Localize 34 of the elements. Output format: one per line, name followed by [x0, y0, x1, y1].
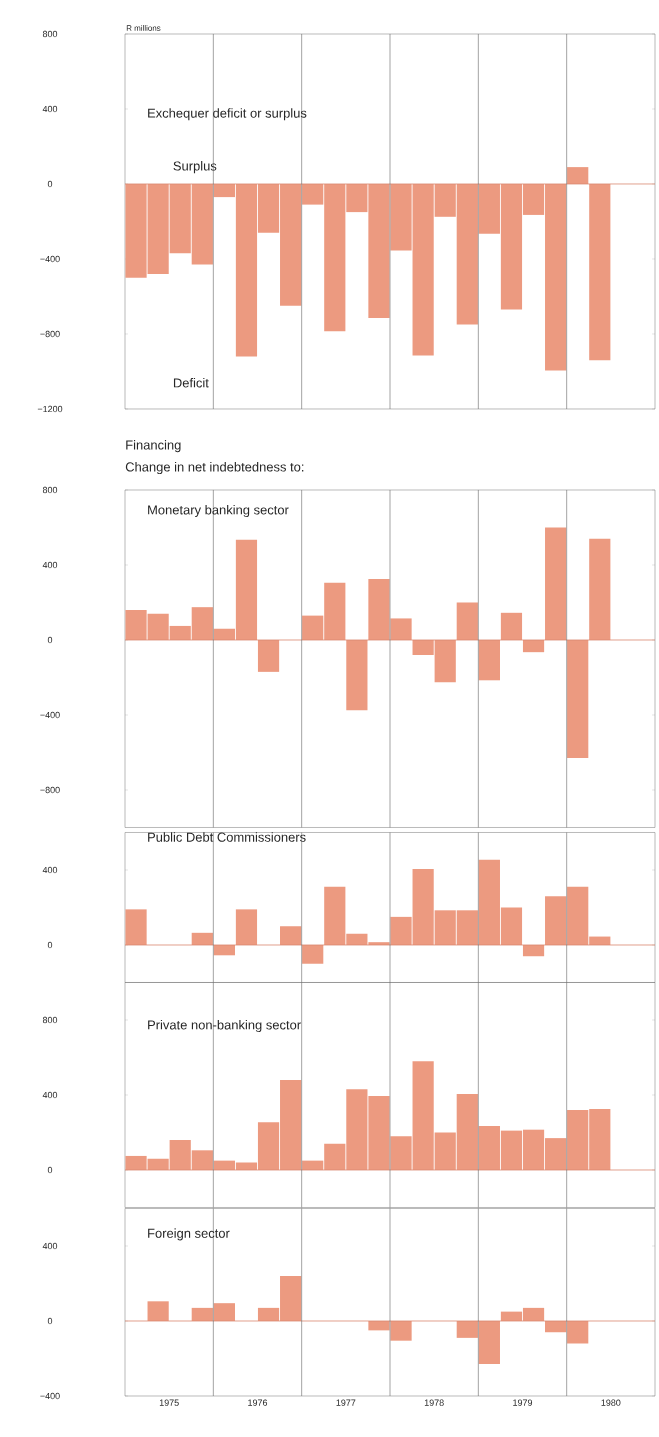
x-tick-label: 1980	[601, 1399, 621, 1406]
chart-title: Public Debt Commissioners	[148, 832, 306, 842]
y-tick-label: 0	[47, 1317, 53, 1325]
y-tick-label: 400	[42, 1091, 58, 1099]
annotation: Deficit	[173, 377, 209, 388]
annotation: Surplus	[173, 161, 217, 174]
y-tick-label: 0	[47, 1166, 53, 1174]
text: Change in net indebtedness to:	[125, 462, 304, 475]
x-tick-label: 1979	[513, 1399, 533, 1406]
y-tick-label: 400	[42, 105, 58, 113]
y-tick-label: 800	[42, 486, 58, 494]
y-tick-label: 800	[42, 1016, 58, 1024]
y-tick-label: 400	[42, 1242, 58, 1250]
y-tick-label: 0	[47, 941, 53, 949]
y-tick-label: −400	[40, 255, 60, 263]
y-tick-label: −800	[40, 330, 60, 338]
x-tick-label: 1978	[424, 1399, 444, 1406]
text: Monetary banking sector	[148, 504, 289, 518]
text: Exchequer deficit or surplus	[148, 108, 307, 121]
y-tick-label: −400	[40, 711, 60, 719]
x-tick-label: 1976	[248, 1399, 268, 1406]
x-tick-label: 1977	[336, 1399, 356, 1406]
y-tick-label: 0	[47, 636, 53, 644]
y-tick-label: 800	[42, 30, 58, 38]
text: Private non-banking sector	[148, 1019, 301, 1033]
text: Foreign sector	[148, 1228, 230, 1241]
y-tick-label: −400	[40, 1392, 60, 1400]
y-tick-label: −800	[40, 786, 60, 794]
y-tick-label: −1200	[37, 405, 63, 413]
y-tick-label: 400	[42, 866, 58, 874]
x-tick-label: 1975	[159, 1399, 179, 1406]
y-tick-label: 0	[47, 180, 53, 188]
text: Financing	[126, 440, 181, 453]
y-tick-label: 400	[42, 561, 58, 569]
